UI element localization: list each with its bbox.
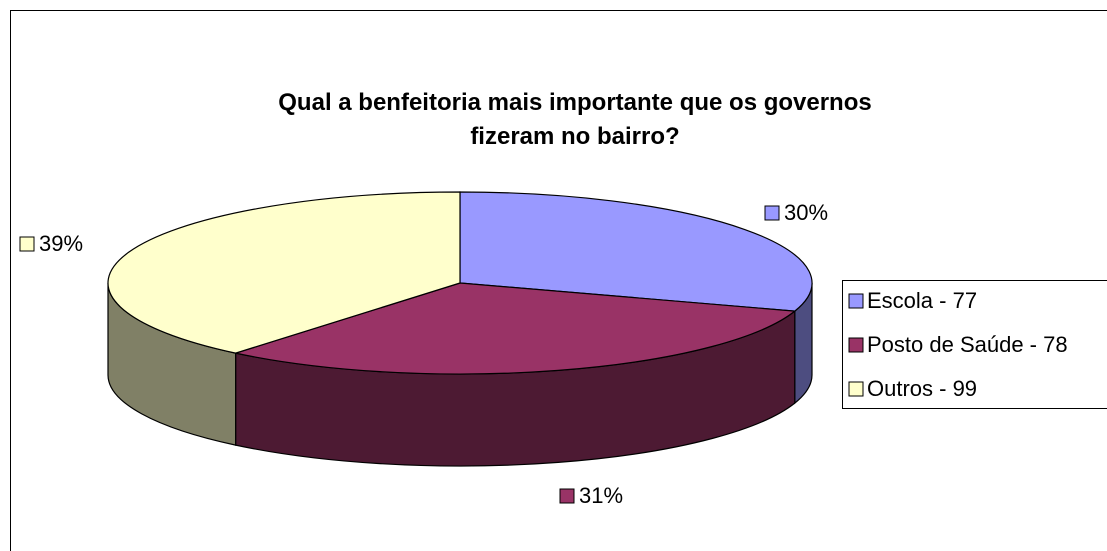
legend-swatch — [848, 381, 864, 397]
data-label: 39% — [39, 231, 83, 256]
slice — [107, 191, 461, 354]
chart-title: Qual a benfeitoria mais importante que o… — [278, 89, 872, 150]
label-swatch — [19, 236, 35, 252]
legend-swatch — [848, 337, 864, 353]
data-label: 31% — [579, 483, 623, 508]
slice — [233, 282, 797, 375]
legend-label: Posto de Saúde - 78 — [867, 332, 1068, 357]
legend-label: Outros - 99 — [867, 376, 977, 401]
data-label: 30% — [784, 200, 828, 225]
legend-label: Escola - 77 — [867, 288, 977, 313]
legend-box — [842, 280, 1107, 409]
legend-swatch — [848, 293, 864, 309]
slice — [459, 191, 813, 312]
label-swatch — [559, 488, 575, 504]
label-swatch — [764, 205, 780, 221]
